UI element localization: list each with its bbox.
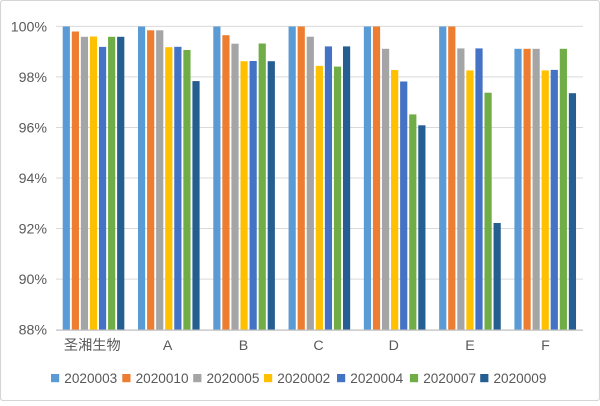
svg-text:2020002: 2020002: [277, 371, 330, 386]
svg-text:100%: 100%: [11, 19, 48, 35]
svg-text:94%: 94%: [19, 171, 48, 187]
svg-text:D: D: [389, 338, 399, 354]
svg-text:2020003: 2020003: [64, 371, 117, 386]
svg-text:2020005: 2020005: [207, 371, 260, 386]
svg-text:F: F: [541, 338, 550, 354]
svg-text:圣湘生物: 圣湘生物: [64, 338, 121, 354]
svg-text:2020004: 2020004: [350, 371, 403, 386]
svg-text:92%: 92%: [19, 222, 48, 238]
svg-text:2020007: 2020007: [423, 371, 476, 386]
svg-text:2020009: 2020009: [494, 371, 547, 386]
svg-text:2020010: 2020010: [136, 371, 189, 386]
svg-text:88%: 88%: [19, 323, 48, 339]
svg-text:B: B: [239, 338, 248, 354]
svg-text:96%: 96%: [19, 121, 48, 137]
svg-text:A: A: [163, 338, 173, 354]
svg-text:C: C: [313, 338, 323, 354]
svg-text:E: E: [465, 338, 474, 354]
svg-text:98%: 98%: [19, 70, 48, 86]
svg-text:90%: 90%: [19, 272, 48, 288]
